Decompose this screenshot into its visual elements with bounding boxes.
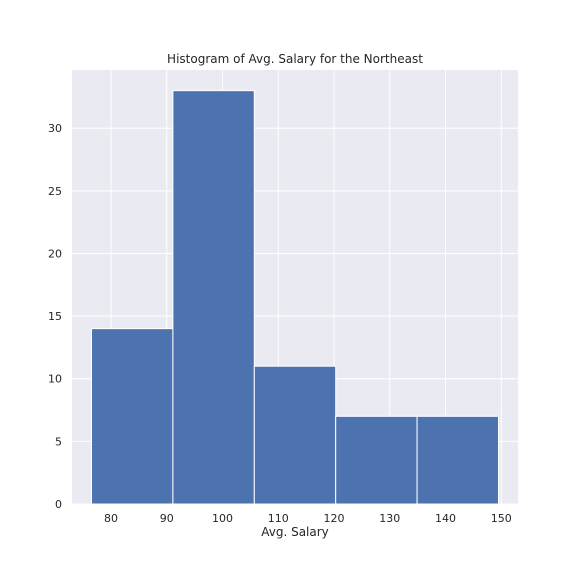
y-tick-label: 30 <box>48 122 62 135</box>
x-tick-label: 150 <box>491 512 512 525</box>
x-tick-label: 120 <box>324 512 345 525</box>
chart-title: Histogram of Avg. Salary for the Northea… <box>167 52 423 66</box>
x-tick-label: 80 <box>104 512 118 525</box>
x-tick-label: 140 <box>435 512 456 525</box>
y-tick-label: 5 <box>55 435 62 448</box>
y-tick-label: 10 <box>48 373 62 386</box>
histogram-bar <box>172 90 255 505</box>
histogram-bar <box>416 415 499 505</box>
histogram-bar <box>335 415 418 505</box>
histogram-bar <box>91 328 174 505</box>
x-tick-label: 110 <box>268 512 289 525</box>
histogram-bar <box>253 365 337 505</box>
y-tick-label: 0 <box>55 498 62 511</box>
bars <box>91 90 499 505</box>
y-tick-label: 25 <box>48 185 62 198</box>
x-tick-label: 100 <box>212 512 233 525</box>
x-tick-label: 90 <box>160 512 174 525</box>
y-axis-ticks: 0 5 10 15 20 25 30 <box>48 122 62 511</box>
x-axis-ticks: 80 90 100 110 120 130 140 150 <box>104 512 512 525</box>
y-tick-label: 20 <box>48 247 62 260</box>
y-tick-label: 15 <box>48 310 62 323</box>
x-tick-label: 130 <box>379 512 400 525</box>
x-axis-label: Avg. Salary <box>261 525 329 539</box>
